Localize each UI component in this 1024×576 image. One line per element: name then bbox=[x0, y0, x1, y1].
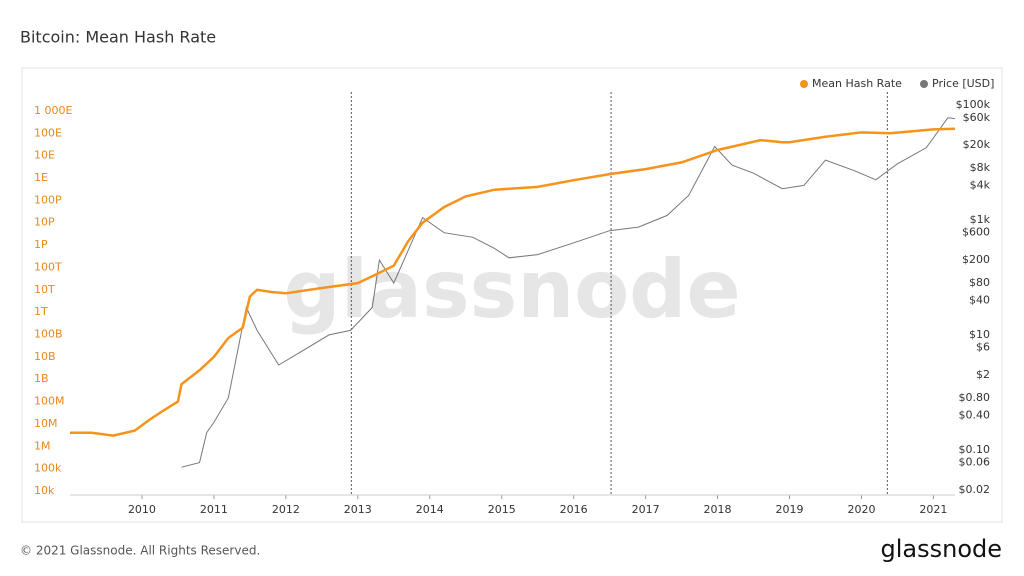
y-tick-label: 10P bbox=[34, 216, 55, 229]
x-tick-label: 2018 bbox=[704, 503, 732, 516]
brand-logo: glassnode bbox=[880, 535, 1002, 563]
y2-tick-label: $40 bbox=[969, 293, 990, 306]
y2-tick-label: $0.40 bbox=[959, 408, 991, 421]
y-tick-label: 1T bbox=[34, 305, 48, 318]
x-tick-label: 2014 bbox=[416, 503, 444, 516]
y2-tick-label: $0.80 bbox=[959, 391, 991, 404]
x-tick-label: 2010 bbox=[128, 503, 156, 516]
x-tick-label: 2020 bbox=[847, 503, 875, 516]
y2-tick-label: $6 bbox=[976, 341, 990, 354]
y-tick-label: 1P bbox=[34, 238, 48, 251]
legend-dot bbox=[920, 80, 928, 88]
y-tick-label: 1M bbox=[34, 439, 51, 452]
y2-tick-label: $200 bbox=[962, 253, 990, 266]
x-tick-label: 2019 bbox=[776, 503, 804, 516]
legend-label: Mean Hash Rate bbox=[812, 77, 902, 90]
y-tick-label: 10B bbox=[34, 350, 56, 363]
x-tick-label: 2017 bbox=[632, 503, 660, 516]
chart-title: Bitcoin: Mean Hash Rate bbox=[20, 28, 216, 47]
y-tick-label: 1B bbox=[34, 372, 49, 385]
series-line bbox=[181, 117, 956, 468]
y2-tick-label: $2 bbox=[976, 368, 990, 381]
x-tick-label: 2015 bbox=[488, 503, 516, 516]
y2-tick-label: $80 bbox=[969, 276, 990, 289]
chart-frame bbox=[21, 67, 1003, 523]
y-tick-label: 100k bbox=[34, 462, 62, 475]
y-tick-label: 100P bbox=[34, 193, 62, 206]
y2-tick-label: $20k bbox=[963, 138, 991, 151]
y-tick-label: 100B bbox=[34, 327, 63, 340]
y-tick-label: 10E bbox=[34, 149, 55, 162]
y2-tick-label: $8k bbox=[970, 161, 991, 174]
y2-tick-label: $4k bbox=[970, 178, 991, 191]
x-tick-label: 2021 bbox=[919, 503, 947, 516]
x-tick-label: 2013 bbox=[344, 503, 372, 516]
watermark: glassnode bbox=[283, 243, 740, 336]
y-tick-label: 100E bbox=[34, 126, 62, 139]
y2-tick-label: $10 bbox=[969, 328, 990, 341]
y-tick-label: 1E bbox=[34, 171, 48, 184]
y2-tick-label: $0.02 bbox=[959, 483, 991, 496]
x-tick-label: 2011 bbox=[200, 503, 228, 516]
legend-dot bbox=[800, 80, 808, 88]
x-tick-label: 2012 bbox=[272, 503, 300, 516]
y2-tick-label: $100k bbox=[956, 98, 991, 111]
x-tick-label: 2016 bbox=[560, 503, 588, 516]
y-tick-label: 10T bbox=[34, 283, 55, 296]
y-tick-label: 10k bbox=[34, 484, 55, 497]
series-line bbox=[70, 127, 956, 437]
y-tick-label: 10M bbox=[34, 417, 58, 430]
y-tick-label: 100M bbox=[34, 395, 65, 408]
y2-tick-label: $0.06 bbox=[959, 456, 991, 469]
footer: © 2021 Glassnode. All Rights Reserved. bbox=[20, 544, 260, 558]
y2-tick-label: $600 bbox=[962, 226, 990, 239]
y2-tick-label: $60k bbox=[963, 111, 991, 124]
y-tick-label: 1 000E bbox=[34, 104, 72, 117]
legend-label: Price [USD] bbox=[932, 77, 994, 90]
y-tick-label: 100T bbox=[34, 260, 62, 273]
y2-tick-label: $0.10 bbox=[959, 443, 991, 456]
y2-tick-label: $1k bbox=[970, 213, 991, 226]
